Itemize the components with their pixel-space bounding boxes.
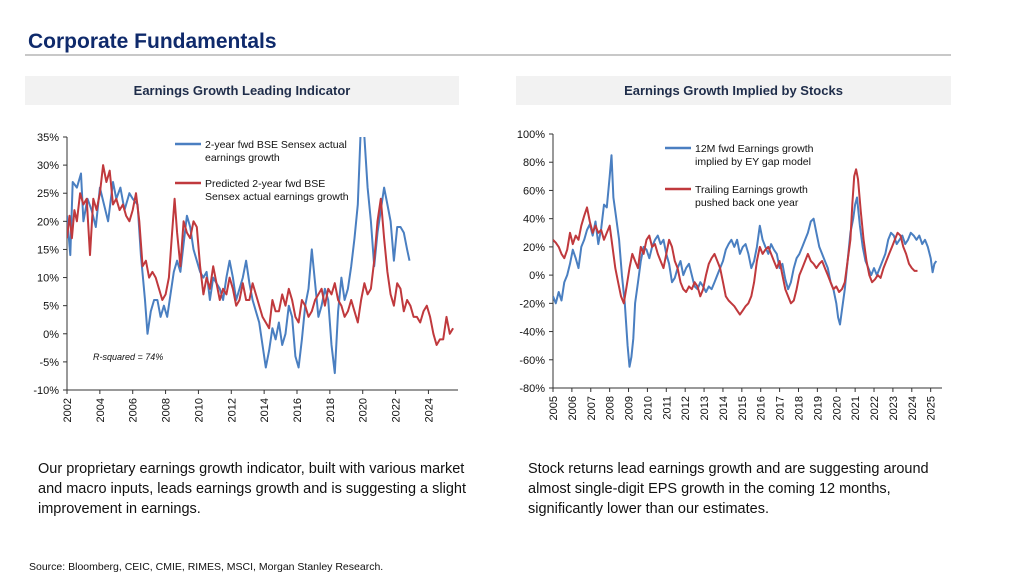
page-title: Corporate Fundamentals [28,30,277,53]
legend-label-1: 2-year fwd BSE Sensex actual [205,139,347,151]
series-line-2 [553,168,918,316]
x-tick-label: 2018 [325,398,337,422]
x-tick-label: 2018 [793,396,805,420]
x-tick-label: 2024 [423,398,435,422]
x-tick-label: 2022 [391,398,403,422]
legend-label-2: pushed back one year [695,197,799,209]
x-tick-label: 2025 [926,396,938,420]
x-tick-label: 2010 [193,398,205,422]
x-tick-label: 2021 [850,396,862,420]
x-tick-label: 2022 [869,396,881,420]
x-tick-label: 2012 [226,398,238,422]
earnings-growth-leading-indicator-chart: -10% -5% 0% 5% 10% 15% 20% 25% 30% 35% 2002 2004 200… [33,132,458,422]
y-tick-label: -20% [519,298,545,310]
y-tick-label: 60% [523,185,545,197]
x-tick-label: 2013 [699,396,711,420]
y-tick-label: -5% [39,357,59,369]
x-tick-label: 2005 [548,396,560,420]
x-tick-label: 2007 [586,396,598,420]
x-tick-label: 2024 [907,396,919,420]
y-tick-label: -80% [519,383,545,395]
x-tick-label: 2014 [718,396,730,420]
legend-label-2: Predicted 2-year fwd BSE [205,178,325,190]
x-tick-label: 2006 [128,398,140,422]
x-tick-label: 2017 [775,396,787,420]
legend-label-2: Sensex actual earnings growth [205,191,349,203]
x-tick-label: 2016 [756,396,768,420]
series-line-1 [67,137,411,375]
legend-label-2: Trailing Earnings growth [695,184,808,196]
x-tick-label: 2023 [888,396,900,420]
left-chart-header: Earnings Growth Leading Indicator [25,76,459,105]
left-chart-title: Earnings Growth Leading Indicator [133,83,351,98]
r-squared-annotation: R-squared = 74% [93,352,163,362]
y-tick-label: 30% [37,160,59,172]
y-tick-label: 25% [37,188,59,200]
series-line-1 [553,154,938,368]
y-tick-label: 35% [37,132,59,144]
y-tick-label: 20% [37,216,59,228]
y-tick-label: 0% [529,270,545,282]
y-tick-label: -10% [33,385,59,397]
x-tick-label: 2020 [831,396,843,420]
x-tick-label: 2014 [259,398,271,422]
x-tick-label: 2006 [567,396,579,420]
x-tick-label: 2008 [161,398,173,422]
x-tick-label: 2010 [642,396,654,420]
series-line-2 [67,164,454,346]
x-tick-label: 2020 [358,398,370,422]
y-tick-label: 40% [523,214,545,226]
legend-label-1: earnings growth [205,152,280,164]
source-note: Source: Bloomberg, CEIC, CMIE, RIMES, MS… [29,561,384,573]
title-divider [25,54,951,56]
y-tick-label: 80% [523,157,545,169]
y-tick-label: -40% [519,327,545,339]
earnings-growth-implied-by-stocks-chart: -80% -60% -40% -20% 0% 20% 40% 60% 80% 100% 2005 20… [517,129,942,420]
y-tick-label: 100% [517,129,545,141]
y-tick-label: 15% [37,244,59,256]
y-tick-label: -60% [519,355,545,367]
y-tick-label: 20% [523,242,545,254]
legend-label-1: 12M fwd Earnings growth [695,143,814,155]
y-tick-label: 0% [43,329,59,341]
x-tick-label: 2004 [95,398,107,422]
x-tick-label: 2011 [661,396,673,420]
x-tick-label: 2019 [812,396,824,420]
y-tick-label: 5% [43,301,59,313]
right-chart-title: Earnings Growth Implied by Stocks [624,83,843,98]
x-tick-label: 2009 [624,396,636,420]
x-tick-label: 2012 [680,396,692,420]
x-tick-label: 2015 [737,396,749,420]
y-tick-label: 10% [37,273,59,285]
right-chart-header: Earnings Growth Implied by Stocks [516,76,951,105]
x-tick-label: 2002 [62,398,74,422]
x-tick-label: 2016 [292,398,304,422]
x-tick-label: 2008 [605,396,617,420]
legend-label-1: implied by EY gap model [695,156,811,168]
left-caption: Our proprietary earnings growth indicato… [38,461,467,517]
right-caption: Stock returns lead earnings growth and a… [528,461,929,517]
